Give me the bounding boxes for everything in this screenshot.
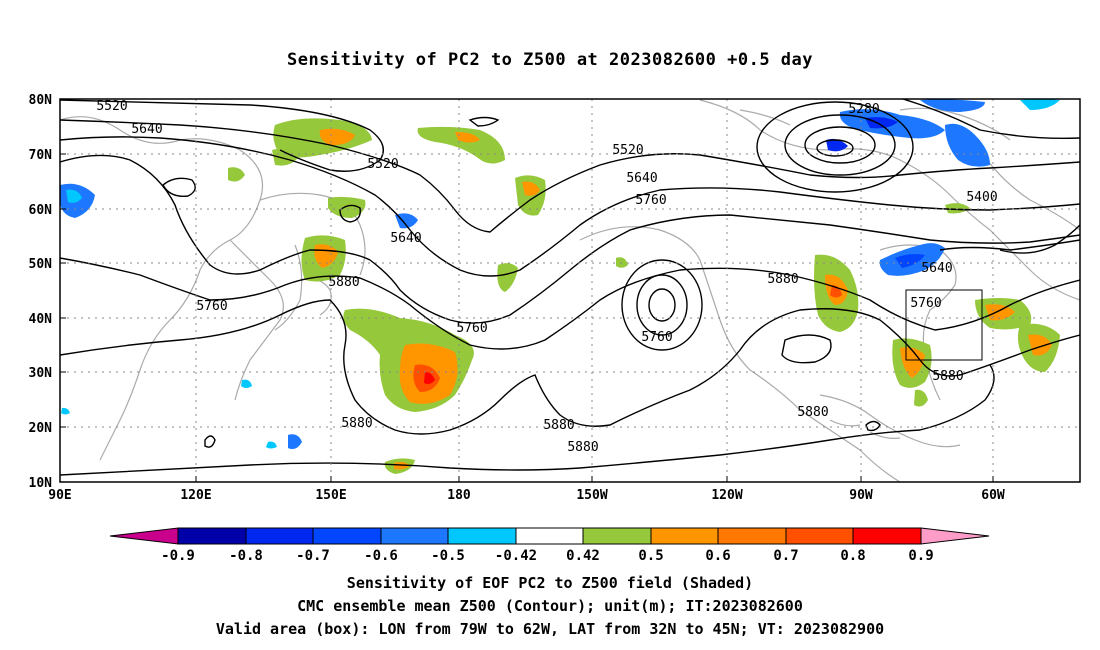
- colorbar-label: -0.5: [431, 548, 465, 564]
- contour-label: 5400: [966, 190, 997, 205]
- contour-label: 5880: [797, 405, 828, 420]
- lon-label: 120E: [180, 488, 211, 503]
- colorbar-label: -0.6: [364, 548, 398, 564]
- colorbar-label: 0.42: [566, 548, 600, 564]
- lat-label: 80N: [29, 93, 53, 108]
- contour-label: 5520: [96, 99, 127, 114]
- colorbar-cell: [447, 527, 517, 545]
- lon-label: 150W: [576, 488, 607, 503]
- contour-label: 5880: [767, 272, 798, 287]
- contour-label: 5880: [932, 369, 963, 384]
- colorbar-cell: [650, 527, 719, 545]
- lon-label: 180: [447, 488, 471, 503]
- contour-label: 5640: [390, 231, 421, 246]
- lat-label: 30N: [29, 366, 53, 381]
- lon-label: 120W: [711, 488, 742, 503]
- contour-label: 5880: [341, 416, 372, 431]
- contour-label: 5520: [612, 143, 643, 158]
- contour-label: 5880: [567, 440, 598, 455]
- lon-label: 90E: [48, 488, 71, 503]
- contour-label: 5640: [626, 171, 657, 186]
- colorbar-cell: [785, 527, 854, 545]
- colorbar-labels: -0.9 -0.8 -0.7 -0.6 -0.5 -0.42 0.42 0.5 …: [161, 548, 934, 564]
- lon-label: 150E: [315, 488, 346, 503]
- contour-label: 5640: [921, 261, 952, 276]
- contour-label: 5760: [910, 296, 941, 311]
- chart-title: Sensitivity of PC2 to Z500 at 2023082600…: [286, 50, 813, 70]
- contour-label: 5760: [635, 193, 666, 208]
- colorbar-cell: [245, 527, 314, 545]
- contour-label: 5520: [367, 157, 398, 172]
- lon-label: 90W: [849, 488, 873, 503]
- contour-label: 5760: [196, 299, 227, 314]
- colorbar-cell: [380, 527, 449, 545]
- colorbar-cell: [852, 527, 922, 545]
- contour-label: 5880: [543, 418, 574, 433]
- colorbar-cell: [177, 527, 247, 545]
- colorbar-label: -0.42: [495, 548, 537, 564]
- colorbar-label: 0.8: [840, 548, 865, 564]
- contour-label: 5760: [456, 321, 487, 336]
- colorbar-label: -0.9: [161, 548, 195, 564]
- caption-shaded: Sensitivity of EOF PC2 to Z500 field (Sh…: [346, 574, 754, 592]
- caption-contour: CMC ensemble mean Z500 (Contour); unit(m…: [297, 597, 803, 615]
- axis-ticks: [60, 98, 994, 483]
- contour-label: 5640: [131, 122, 162, 137]
- colorbar-label: -0.8: [229, 548, 263, 564]
- lat-label: 10N: [29, 476, 53, 491]
- colorbar-label: 0.6: [705, 548, 730, 564]
- shaded-sensitivity: [60, 99, 1060, 474]
- valid-area-box: [905, 289, 983, 361]
- z500-contours: [60, 99, 1080, 476]
- colorbar: [109, 527, 990, 545]
- colorbar-arrow-left: [109, 527, 179, 545]
- lon-label: 60W: [981, 488, 1005, 503]
- lat-labels: 80N 70N 60N 50N 40N 30N 20N 10N: [29, 93, 53, 491]
- colorbar-cell: [717, 527, 787, 545]
- contour-labels: 5520 5640 5520 5640 5880 5760 5760 5520 …: [96, 99, 997, 455]
- contour-label: 5280: [848, 102, 879, 117]
- lat-label: 70N: [29, 148, 53, 163]
- gridlines: [60, 99, 1080, 482]
- contour-label: 5760: [641, 330, 672, 345]
- colorbar-label: 0.7: [773, 548, 798, 564]
- lat-label: 40N: [29, 312, 53, 327]
- lat-label: 60N: [29, 203, 53, 218]
- lat-label: 20N: [29, 421, 53, 436]
- caption-valid-area: Valid area (box): LON from 79W to 62W, L…: [215, 620, 885, 638]
- colorbar-label: 0.5: [638, 548, 663, 564]
- contour-label: 5880: [328, 275, 359, 290]
- colorbar-cell: [515, 527, 584, 545]
- map-border: [59, 98, 1081, 483]
- colorbar-cell: [312, 527, 382, 545]
- colorbar-label: -0.7: [296, 548, 330, 564]
- colorbar-label: 0.9: [908, 548, 933, 564]
- lon-labels: 90E 120E 150E 180 150W 120W 90W 60W: [48, 488, 1005, 503]
- lat-label: 50N: [29, 257, 53, 272]
- colorbar-arrow-right: [920, 527, 990, 545]
- colorbar-cell: [582, 527, 652, 545]
